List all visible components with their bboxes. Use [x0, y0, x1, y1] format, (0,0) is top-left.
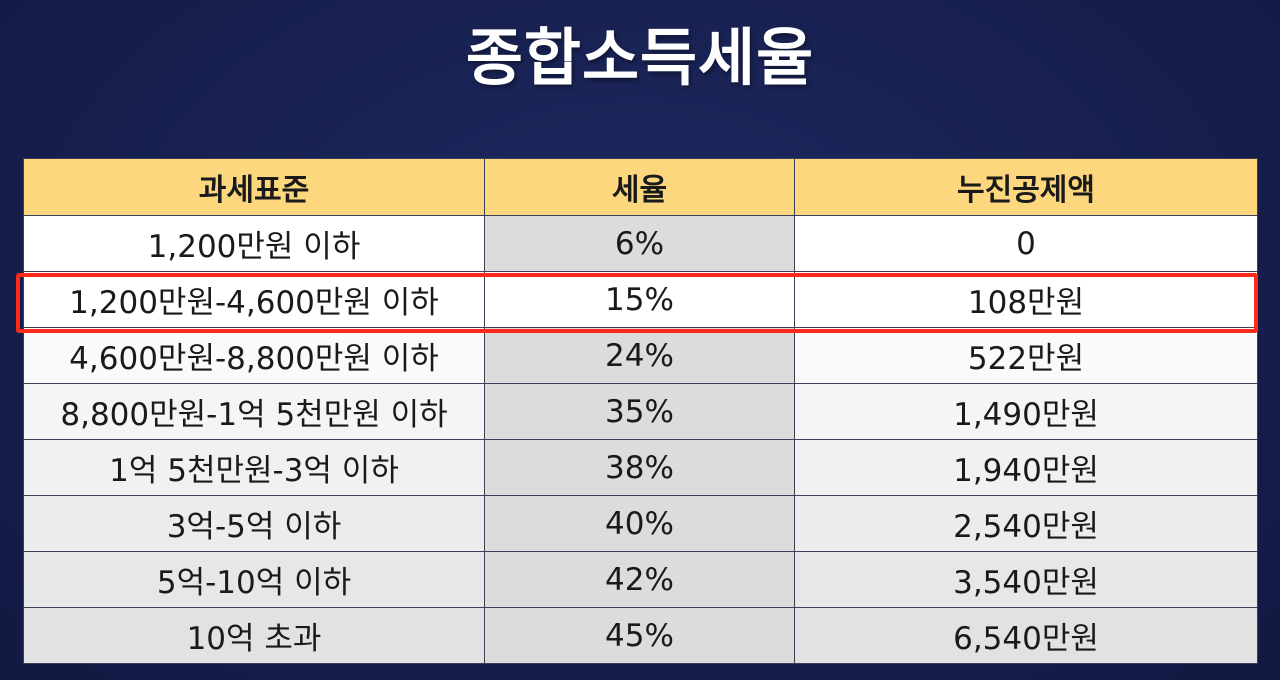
table-row: 1억 5천만원-3억 이하 38% 1,940만원	[23, 439, 1258, 496]
table-row-highlighted: 1,200만원-4,600만원 이하 15% 108만원	[23, 271, 1258, 328]
table-row: 3억-5억 이하 40% 2,540만원	[23, 495, 1258, 552]
header-tax-base: 과세표준	[23, 158, 485, 216]
table-row: 8,800만원-1억 5천만원 이하 35% 1,490만원	[23, 383, 1258, 440]
deduction-cell: 1,940만원	[794, 439, 1258, 496]
page-title: 종합소득세율	[465, 21, 815, 94]
table-row: 10억 초과 45% 6,540만원	[23, 607, 1258, 664]
bracket-cell: 1,200만원-4,600만원 이하	[23, 271, 485, 328]
rate-cell: 24%	[484, 327, 795, 384]
table-row: 1,200만원 이하 6% 0	[23, 215, 1258, 272]
table-header-row: 과세표준 세율 누진공제액	[23, 158, 1258, 216]
deduction-cell: 3,540만원	[794, 551, 1258, 608]
header-progressive-deduction: 누진공제액	[794, 158, 1258, 216]
deduction-cell: 6,540만원	[794, 607, 1258, 664]
rate-cell: 35%	[484, 383, 795, 440]
rate-cell: 40%	[484, 495, 795, 552]
table-row: 5억-10억 이하 42% 3,540만원	[23, 551, 1258, 608]
deduction-cell: 0	[794, 215, 1258, 272]
deduction-cell: 1,490만원	[794, 383, 1258, 440]
rate-cell: 38%	[484, 439, 795, 496]
header-tax-rate: 세율	[484, 158, 795, 216]
rate-cell: 42%	[484, 551, 795, 608]
rate-cell: 15%	[484, 271, 795, 328]
bracket-cell: 1,200만원 이하	[23, 215, 485, 272]
rate-cell: 45%	[484, 607, 795, 664]
bracket-cell: 3억-5억 이하	[23, 495, 485, 552]
bracket-cell: 4,600만원-8,800만원 이하	[23, 327, 485, 384]
bracket-cell: 8,800만원-1억 5천만원 이하	[23, 383, 485, 440]
deduction-cell: 522만원	[794, 327, 1258, 384]
bracket-cell: 10억 초과	[23, 607, 485, 664]
deduction-cell: 2,540만원	[794, 495, 1258, 552]
table-row: 4,600만원-8,800만원 이하 24% 522만원	[23, 327, 1258, 384]
tax-rate-table-container: 과세표준 세율 누진공제액 1,200만원 이하 6% 0 1,200만원-4,…	[23, 158, 1258, 664]
deduction-cell: 108만원	[794, 271, 1258, 328]
rate-cell: 6%	[484, 215, 795, 272]
bracket-cell: 5억-10억 이하	[23, 551, 485, 608]
bracket-cell: 1억 5천만원-3억 이하	[23, 439, 485, 496]
tax-rate-table: 과세표준 세율 누진공제액 1,200만원 이하 6% 0 1,200만원-4,…	[23, 158, 1258, 664]
